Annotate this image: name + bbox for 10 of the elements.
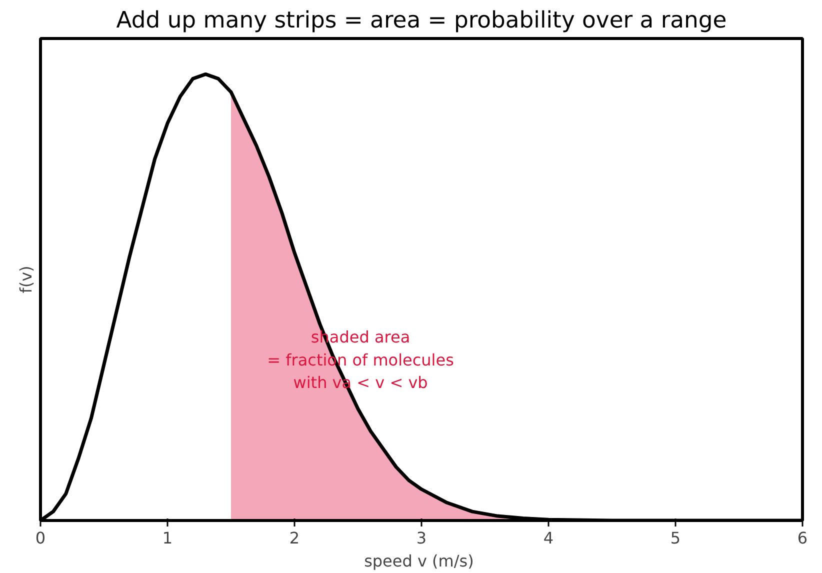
x-tick-label: 0 [35,528,46,548]
x-tick-label: 6 [797,528,808,548]
chart-title: Add up many strips = area = probability over a range [116,8,727,34]
y-axis-title: f(v) [16,266,36,294]
x-tick-label: 3 [416,528,427,548]
x-axis-title: speed v (m/s) [364,552,474,570]
x-tick-label: 4 [543,528,554,548]
x-tick-label: 2 [289,528,300,548]
x-tick-label: 1 [162,528,173,548]
x-tick-label: 5 [670,528,681,548]
